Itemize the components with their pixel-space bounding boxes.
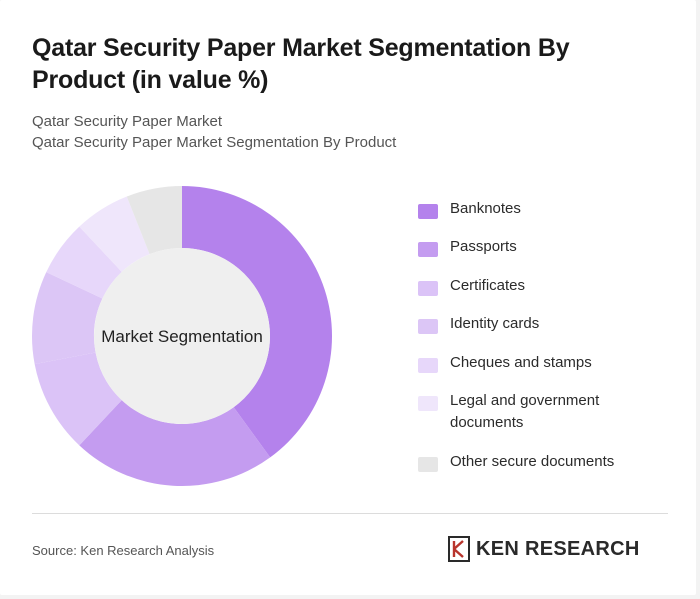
legend-swatch <box>418 319 438 334</box>
legend-swatch <box>418 358 438 373</box>
legend-label: Legal and government documents <box>450 392 600 431</box>
ken-research-logo-text: KEN RESEARCH <box>476 538 640 560</box>
legend-label: Cheques and stamps <box>450 354 592 371</box>
chart-title: Qatar Security Paper Market Segmentation… <box>32 34 570 94</box>
donut-slice-identity-cards <box>32 272 103 365</box>
donut-center-label: Market Segmentation <box>101 327 263 346</box>
donut-slice-banknotes <box>182 186 332 458</box>
donut-slice-legal-and-government-documents <box>79 196 150 272</box>
donut-hole <box>94 248 270 424</box>
legend-label: Certificates <box>450 277 526 294</box>
legend-label: Banknotes <box>450 200 521 217</box>
footer-divider <box>32 513 668 514</box>
legend-label: Other secure documents <box>450 453 615 470</box>
source-note: Source: Ken Research Analysis <box>32 543 215 558</box>
legend-swatch <box>418 242 438 257</box>
donut-chart: Market Segmentation <box>32 186 332 486</box>
donut-slice-other-secure-documents <box>126 186 182 255</box>
ken-research-logo: KEN RESEARCH <box>448 536 670 564</box>
legend-swatch <box>418 396 438 411</box>
chart-subtitle-segmentation: Qatar Security Paper Market Segmentation… <box>32 134 397 151</box>
legend-swatch <box>418 457 438 472</box>
legend-swatch <box>418 281 438 296</box>
donut-slice-certificates <box>34 352 122 446</box>
ken-research-logo-icon <box>448 536 470 562</box>
legend-swatch <box>418 204 438 219</box>
legend-label: Passports <box>450 238 517 255</box>
donut-slice-cheques-and-stamps <box>46 226 122 299</box>
donut-slice-passports <box>79 400 271 486</box>
chart-subtitle-market: Qatar Security Paper Market <box>32 113 223 130</box>
legend-label: Identity cards <box>450 315 540 332</box>
